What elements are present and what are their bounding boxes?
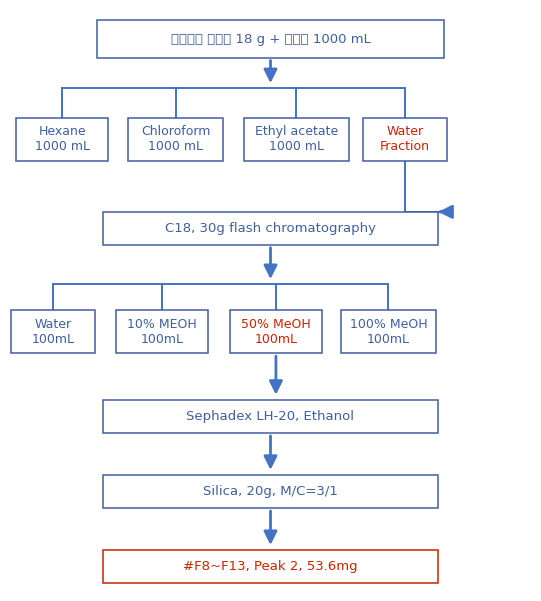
Text: 10% MEOH
100mL: 10% MEOH 100mL <box>128 318 197 346</box>
FancyBboxPatch shape <box>103 475 438 508</box>
Text: Chloroform
1000 mL: Chloroform 1000 mL <box>141 126 210 153</box>
Text: #F8~F13, Peak 2, 53.6mg: #F8~F13, Peak 2, 53.6mg <box>183 560 358 573</box>
FancyBboxPatch shape <box>362 118 447 161</box>
FancyBboxPatch shape <box>116 310 208 353</box>
Text: C18, 30g flash chromatography: C18, 30g flash chromatography <box>165 222 376 235</box>
FancyBboxPatch shape <box>103 400 438 433</box>
Text: Water
Fraction: Water Fraction <box>380 126 430 153</box>
FancyBboxPatch shape <box>243 118 349 161</box>
Text: 100% MeOH
100mL: 100% MeOH 100mL <box>349 318 427 346</box>
Text: Sephadex LH-20, Ethanol: Sephadex LH-20, Ethanol <box>187 410 354 423</box>
FancyBboxPatch shape <box>11 310 95 353</box>
Text: 50% MeOH
100mL: 50% MeOH 100mL <box>241 318 311 346</box>
FancyBboxPatch shape <box>103 551 438 583</box>
Text: Ethyl acetate
1000 mL: Ethyl acetate 1000 mL <box>255 126 338 153</box>
Text: Water
100mL: Water 100mL <box>31 318 75 346</box>
FancyBboxPatch shape <box>230 310 322 353</box>
FancyBboxPatch shape <box>129 118 223 161</box>
FancyBboxPatch shape <box>103 212 438 245</box>
FancyBboxPatch shape <box>97 20 444 58</box>
Text: Hexane
1000 mL: Hexane 1000 mL <box>35 126 90 153</box>
FancyBboxPatch shape <box>341 310 436 353</box>
Text: Silica, 20g, M/C=3/1: Silica, 20g, M/C=3/1 <box>203 485 338 498</box>
FancyBboxPatch shape <box>16 118 108 161</box>
Text: 시료추출 농축물 18 g + 증류수 1000 mL: 시료추출 농축물 18 g + 증류수 1000 mL <box>170 32 371 46</box>
